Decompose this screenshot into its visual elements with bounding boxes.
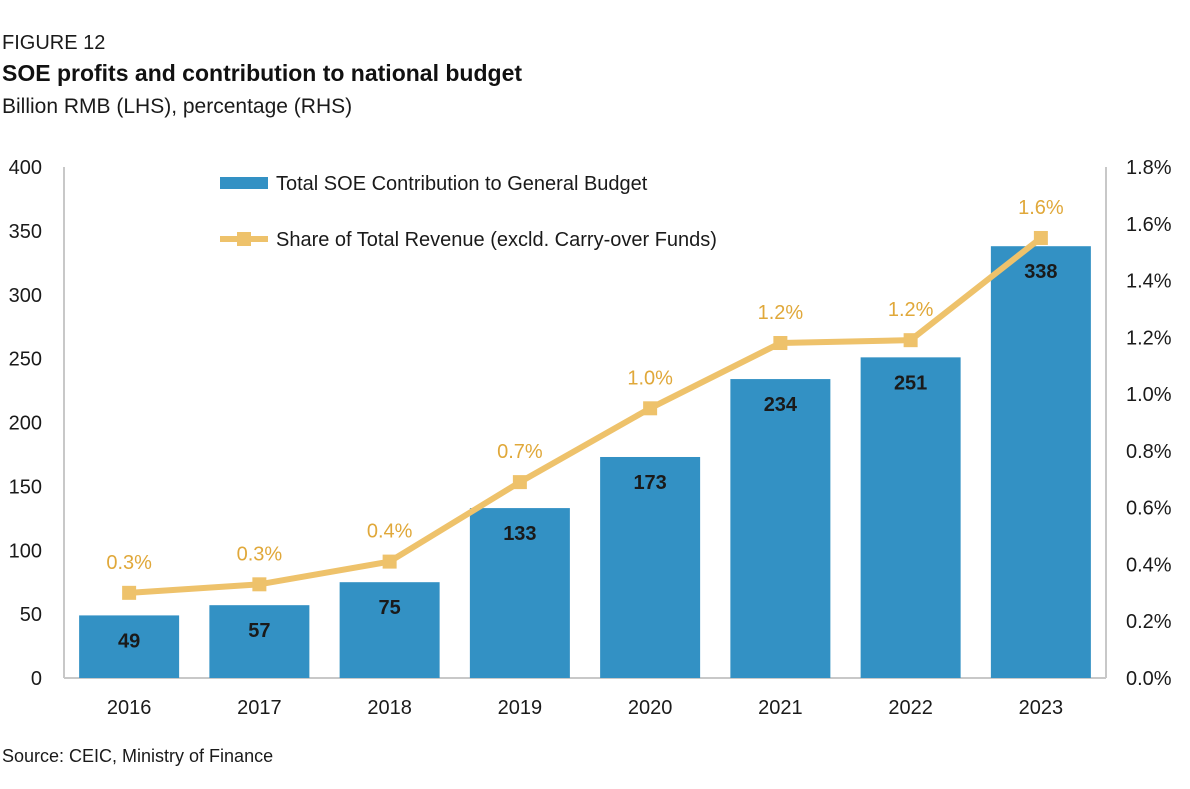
left-tick-label: 200 [9, 413, 42, 435]
legend-line-label: Share of Total Revenue (excld. Carry-ove… [276, 229, 717, 251]
chart: 0 50 100 150 200 250 300 350 400 0.0% 0.2% 0.4% 0.6… [9, 157, 1172, 719]
line-value-label: 0.3% [237, 543, 283, 565]
chart-subtitle: Billion RMB (LHS), percentage (RHS) [2, 95, 353, 118]
line-series [122, 230, 1048, 600]
bar [79, 615, 180, 678]
x-tick-label: 2020 [628, 697, 673, 719]
bar-value-label: 173 [633, 472, 666, 494]
left-tick-label: 100 [9, 540, 42, 562]
bar [990, 246, 1091, 678]
line-marker [122, 585, 137, 600]
line-value-label: 0.3% [106, 552, 152, 574]
right-tick-label: 1.4% [1126, 271, 1172, 293]
line-marker [252, 577, 267, 592]
bar-value-label: 49 [118, 630, 140, 652]
bar-value-label: 338 [1024, 261, 1057, 283]
legend-bar-swatch [220, 177, 268, 189]
left-tick-label: 350 [9, 221, 42, 243]
left-tick-label: 400 [9, 157, 42, 179]
line-marker [382, 554, 397, 569]
bar-value-label: 57 [248, 620, 270, 642]
right-tick-label: 0.2% [1126, 611, 1172, 633]
line-value-label: 1.2% [758, 302, 804, 324]
bar [469, 508, 570, 678]
left-tick-label: 300 [9, 285, 42, 307]
left-tick-label: 0 [31, 668, 42, 690]
right-tick-label: 1.8% [1126, 157, 1172, 179]
line-value-label: 0.4% [367, 521, 413, 543]
bar-value-label: 75 [379, 597, 401, 619]
line-value-label: 0.7% [497, 441, 543, 463]
right-tick-label: 1.6% [1126, 214, 1172, 236]
right-tick-label: 0.4% [1126, 554, 1172, 576]
right-tick-label: 1.0% [1126, 384, 1172, 406]
x-tick-label: 2019 [498, 697, 543, 719]
bar-value-label: 251 [894, 372, 927, 394]
line-marker [512, 475, 527, 490]
line-marker [643, 401, 658, 416]
bar-value-label: 234 [764, 394, 798, 416]
figure-label: FIGURE 12 [2, 32, 106, 54]
bar-value-label: 133 [503, 523, 536, 545]
line-marker [773, 336, 788, 351]
bar [209, 605, 310, 678]
line-marker [903, 333, 918, 348]
legend-bar-label: Total SOE Contribution to General Budget [276, 173, 648, 195]
right-tick-label: 0.6% [1126, 498, 1172, 520]
right-tick-label: 1.2% [1126, 327, 1172, 349]
x-tick-label: 2016 [107, 697, 152, 719]
line-value-label: 1.0% [627, 367, 673, 389]
bar [860, 357, 961, 678]
x-axis: 2016 2017 2018 2019 2020 2021 2022 2023 [107, 697, 1063, 719]
line-marker [1033, 230, 1048, 245]
source-note: Source: CEIC, Ministry of Finance [2, 746, 274, 766]
bar-data-labels: 49 57 75 133 173 234 251 338 [118, 261, 1058, 652]
bar [730, 379, 831, 678]
right-axis: 0.0% 0.2% 0.4% 0.6% 0.8% 1.0% 1.2% 1.4% 1.6% 1.8% [1126, 157, 1172, 690]
x-tick-label: 2023 [1019, 697, 1064, 719]
bar [600, 456, 701, 678]
left-tick-label: 250 [9, 349, 42, 371]
line-value-label: 1.2% [888, 299, 934, 321]
x-tick-label: 2022 [888, 697, 933, 719]
legend-line-marker [237, 232, 251, 246]
bar-series [79, 246, 1091, 678]
x-tick-label: 2021 [758, 697, 803, 719]
x-tick-label: 2017 [237, 697, 282, 719]
left-tick-label: 150 [9, 476, 42, 498]
line-data-labels: 0.3% 0.3% 0.4% 0.7% 1.0% 1.2% 1.2% 1.6% [106, 197, 1064, 574]
x-tick-label: 2018 [367, 697, 412, 719]
right-tick-label: 0.8% [1126, 441, 1172, 463]
right-tick-label: 0.0% [1126, 668, 1172, 690]
bar [339, 582, 440, 678]
share-line [128, 235, 1043, 596]
left-axis: 0 50 100 150 200 250 300 350 400 [9, 157, 42, 690]
legend: Total SOE Contribution to General Budget… [220, 173, 717, 251]
line-value-label: 1.6% [1018, 197, 1064, 219]
left-tick-label: 50 [20, 604, 42, 626]
chart-title: SOE profits and contribution to national… [2, 60, 523, 86]
